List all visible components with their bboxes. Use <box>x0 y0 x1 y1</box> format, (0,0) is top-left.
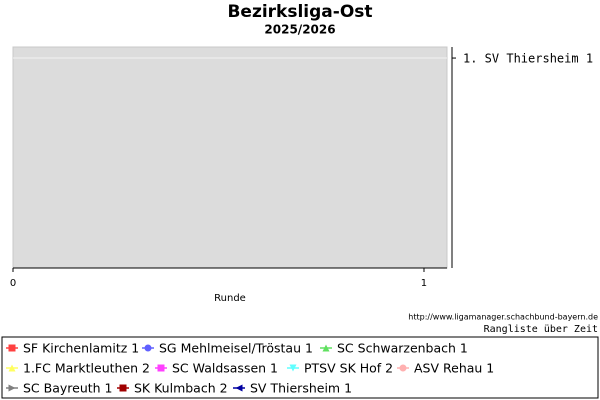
legend-label: SV Thiersheim 1 <box>250 381 352 396</box>
legend-label: SC Waldsassen 1 <box>172 361 278 376</box>
legend <box>1 336 599 399</box>
legend-label: SK Kulmbach 2 <box>134 381 228 396</box>
y-tick-label: 1. SV Thiersheim 1 <box>463 52 593 66</box>
legend-marker <box>8 384 16 392</box>
chart-title: Bezirksliga-Ost <box>227 2 372 22</box>
source: http://www.ligamanager.schachbund-bayern… <box>408 313 598 322</box>
legend-marker <box>157 364 165 372</box>
legend-marker <box>119 384 127 392</box>
chart-subtitle: 2025/2026 <box>264 23 335 37</box>
legend-marker <box>8 364 16 372</box>
legend-marker <box>8 344 16 352</box>
legend-marker <box>235 384 243 392</box>
legend-label: ASV Rehau 1 <box>414 361 494 376</box>
x-tick-label: 0 <box>10 278 16 289</box>
legend-label: SC Bayreuth 1 <box>23 381 113 396</box>
plot-area <box>12 46 448 269</box>
legend-label: 1.FC Marktleuthen 2 <box>23 361 150 376</box>
x-tick-label: 1 <box>421 278 427 289</box>
legend-label: PTSV SK Hof 2 <box>304 361 393 376</box>
legend-marker <box>144 344 152 352</box>
legend-label: SF Kirchenlamitz 1 <box>23 341 139 356</box>
x-axis-label: Runde <box>214 293 246 304</box>
legend-marker <box>322 344 330 352</box>
legend-label: SC Schwarzenbach 1 <box>337 341 468 356</box>
caption: Rangliste über Zeit <box>484 324 598 335</box>
legend-marker <box>399 364 407 372</box>
legend-marker <box>289 364 297 372</box>
legend-label: SG Mehlmeisel/Tröstau 1 <box>159 341 313 356</box>
